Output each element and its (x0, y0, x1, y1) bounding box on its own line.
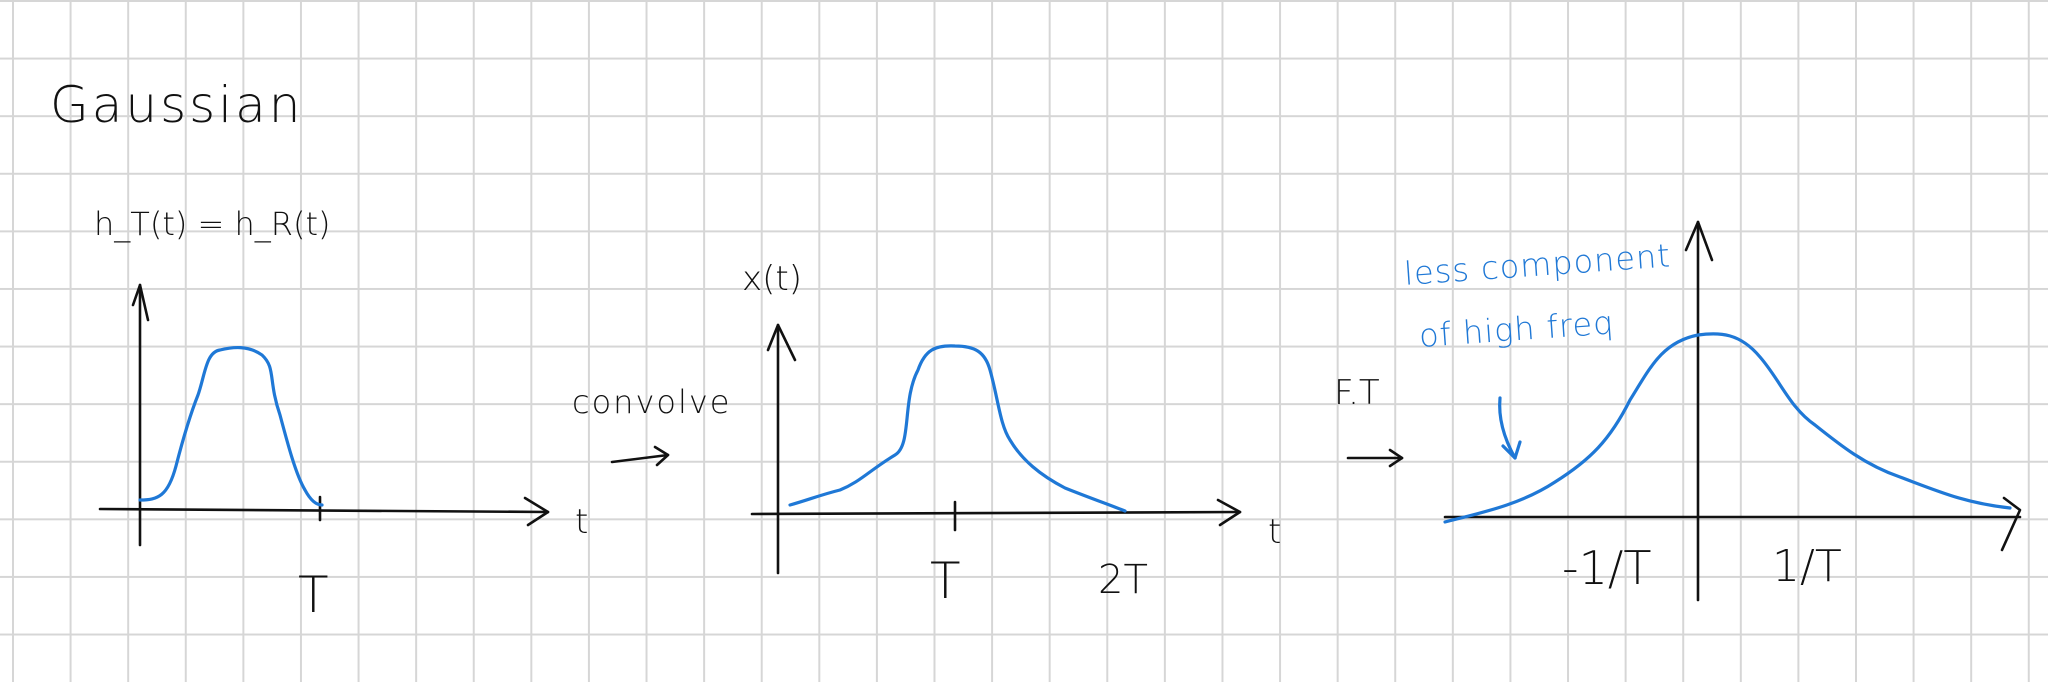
panel3-x-arrowhead (2000, 496, 2022, 552)
panel3-spectrum-curve (1443, 332, 2012, 524)
panel1-y-arrowhead (131, 283, 150, 322)
right-arrow-icon (610, 445, 670, 467)
panel2-y-arrowhead (766, 323, 797, 362)
panel2-tick1-label: T (930, 552, 961, 610)
page-title: Gaussian (50, 76, 304, 134)
panel2-x-arrowhead (1216, 498, 1242, 527)
convolve-label: convolve (572, 383, 732, 421)
ft-label: F.T (1334, 373, 1380, 413)
panel3-tick-pos-label: 1/T (1772, 541, 1842, 592)
panel2-conv-curve (788, 344, 1127, 513)
panel2-tick2-label: 2T (1098, 557, 1148, 603)
panel1-xlabel: t (575, 502, 589, 542)
panel1-x-axis (98, 507, 550, 514)
annotation-pointer-arrowhead (1501, 440, 1522, 460)
panel1-tick-label: T (298, 566, 329, 624)
panel1-ylabel: h_T(t) = h_R(t) (94, 205, 331, 243)
panel3-tick-neg-label: -1/T (1562, 541, 1652, 595)
panel2-x-axis (750, 510, 1242, 516)
panel1-x-arrowhead (523, 496, 550, 527)
panel2-ylabel: x(t) (742, 259, 802, 299)
right-arrow-icon (1346, 448, 1404, 468)
panel1-gaussian-curve (138, 346, 324, 507)
panel3-y-arrowhead (1684, 220, 1714, 262)
panel2-xlabel: t (1268, 512, 1282, 552)
